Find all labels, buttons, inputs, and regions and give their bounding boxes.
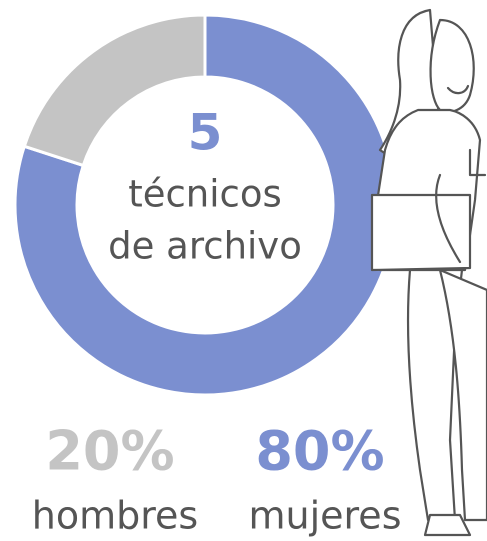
category-label: mujeres	[248, 494, 401, 538]
woman-illustration	[370, 8, 487, 537]
value-label: 20%	[45, 420, 174, 483]
center-label: técnicos	[128, 173, 282, 216]
total: 5	[188, 104, 223, 162]
category-label: hombres	[32, 494, 198, 538]
slice	[22, 13, 207, 168]
value-label: 80%	[255, 420, 384, 483]
center-label: de archivo	[108, 225, 302, 268]
